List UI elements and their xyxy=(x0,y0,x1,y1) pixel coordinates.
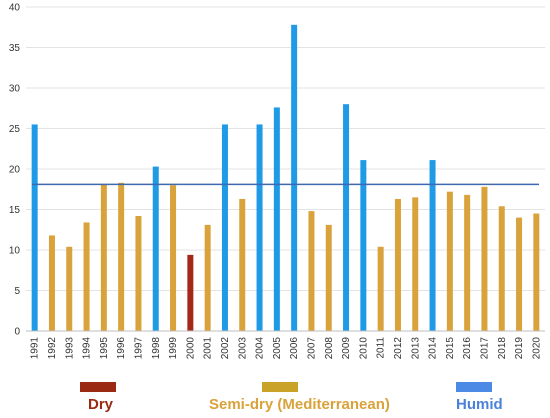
x-tick-label: 2009 xyxy=(341,337,352,360)
y-tick-label: 40 xyxy=(9,3,21,14)
bar-2020 xyxy=(533,213,540,331)
bar-2005 xyxy=(273,107,280,331)
legend-swatch-dry xyxy=(80,382,116,392)
y-tick-label: 35 xyxy=(9,43,21,54)
x-tick-label: 1992 xyxy=(47,337,58,360)
bar-2006 xyxy=(291,24,298,331)
y-tick-label: 20 xyxy=(9,165,21,176)
y-tick-label: 25 xyxy=(9,124,21,135)
x-tick-label: 2015 xyxy=(445,337,456,360)
bar-2013 xyxy=(412,197,419,331)
bar-2004 xyxy=(256,124,263,331)
x-tick-label: 2019 xyxy=(514,337,525,360)
bar-2019 xyxy=(516,217,523,331)
bar-2012 xyxy=(394,198,401,331)
x-tick-label: 2012 xyxy=(393,337,404,360)
bar-2008 xyxy=(325,224,332,331)
legend-swatch-humid xyxy=(456,382,492,392)
x-axis-ticks: 1991 1992 1993 1994 1995 1996 1997 1998 1999 2000… xyxy=(30,337,543,360)
legend-label-dry: Dry xyxy=(88,396,114,413)
bar-1994 xyxy=(83,222,90,331)
x-tick-label: 2003 xyxy=(237,337,248,360)
bar-1998 xyxy=(152,166,159,331)
bar-1993 xyxy=(66,246,73,331)
gridlines xyxy=(26,6,545,291)
bar-1991 xyxy=(31,124,38,331)
y-tick-label: 15 xyxy=(9,205,21,216)
bar-2017 xyxy=(481,186,488,331)
x-tick-label: 2007 xyxy=(306,337,317,360)
bar-2011 xyxy=(377,246,384,331)
x-tick-label: 2010 xyxy=(358,337,369,360)
bar-1997 xyxy=(135,215,142,331)
x-tick-label: 2018 xyxy=(497,337,508,360)
x-tick-label: 2001 xyxy=(203,337,214,360)
y-tick-label: 5 xyxy=(14,286,20,297)
legend-label-semidry: Semi-dry (Mediterranean) xyxy=(209,396,390,413)
y-axis-ticks: 0 5 10 15 20 25 30 35 40 xyxy=(9,3,21,338)
x-tick-label: 2020 xyxy=(531,337,542,360)
bar-1999 xyxy=(170,185,177,331)
x-tick-label: 2005 xyxy=(272,337,283,360)
bar-2001 xyxy=(204,224,211,331)
bar-2007 xyxy=(308,211,315,331)
x-tick-label: 2000 xyxy=(185,337,196,360)
x-tick-label: 1991 xyxy=(30,337,41,360)
x-tick-label: 2016 xyxy=(462,337,473,360)
x-tick-label: 2004 xyxy=(255,337,266,360)
legend-label-humid: Humid xyxy=(456,396,503,413)
x-tick-label: 2011 xyxy=(376,337,387,359)
bar-2000 xyxy=(187,254,194,331)
y-tick-label: 0 xyxy=(14,327,20,338)
y-tick-label: 10 xyxy=(9,246,21,257)
x-tick-label: 1997 xyxy=(133,337,144,360)
bars xyxy=(31,24,540,331)
bar-1992 xyxy=(48,235,55,331)
bar-1995 xyxy=(100,184,107,331)
x-tick-label: 2014 xyxy=(428,337,439,360)
x-tick-label: 2017 xyxy=(479,337,490,360)
bar-2009 xyxy=(343,104,350,331)
x-tick-label: 1995 xyxy=(99,337,110,360)
bar-2010 xyxy=(360,160,367,331)
x-tick-label: 2006 xyxy=(289,337,300,360)
x-tick-label: 1999 xyxy=(168,337,179,360)
bar-2003 xyxy=(239,198,246,331)
x-tick-label: 2008 xyxy=(324,337,335,360)
x-tick-label: 1993 xyxy=(64,337,75,360)
x-tick-label: 1998 xyxy=(151,337,162,360)
x-tick-label: 2013 xyxy=(410,337,421,360)
bar-2016 xyxy=(464,194,471,331)
bar-2015 xyxy=(446,191,453,331)
bar-1996 xyxy=(118,182,125,331)
bar-2014 xyxy=(429,160,436,331)
x-tick-label: 1996 xyxy=(116,337,127,360)
legend-swatch-semidry xyxy=(262,382,298,392)
x-tick-label: 1994 xyxy=(82,337,93,360)
legend: Dry Semi-dry (Mediterranean) Humid xyxy=(0,372,550,418)
x-tick-label: 2002 xyxy=(220,337,231,360)
bar-2018 xyxy=(498,206,505,331)
bar-2002 xyxy=(221,124,228,331)
y-tick-label: 30 xyxy=(9,84,21,95)
